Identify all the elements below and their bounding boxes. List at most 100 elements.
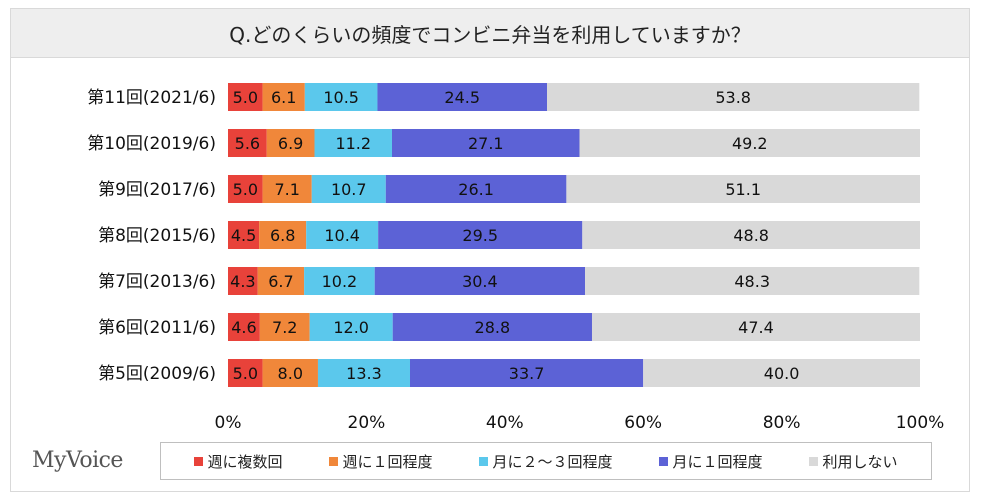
data-label: 33.7	[509, 364, 545, 383]
data-label: 48.8	[733, 226, 769, 245]
bar-segment	[374, 267, 586, 295]
legend-swatch	[479, 456, 489, 466]
data-label: 13.3	[346, 364, 382, 383]
data-label: 10.2	[322, 272, 358, 291]
bar-segment	[228, 175, 263, 203]
legend-entry: 週に１回程度	[329, 451, 433, 472]
bar-segment	[259, 221, 307, 249]
data-label: 48.3	[734, 272, 770, 291]
category-labels: 第11回(2021/6) 第10回(2019/6) 第9回(2017/6) 第8回(2…	[87, 88, 216, 384]
bar-segment	[585, 267, 920, 295]
x-tick-label: 40%	[486, 413, 524, 433]
data-label: 10.4	[324, 226, 360, 245]
data-label: 6.1	[271, 88, 296, 107]
legend-entry: 週に複数回	[194, 451, 283, 472]
bar-segment	[409, 359, 644, 387]
category-label: 第7回(2013/6)	[98, 272, 216, 292]
category-label: 第10回(2019/6)	[87, 134, 216, 154]
legend-swatch	[809, 456, 819, 466]
category-label: 第11回(2021/6)	[87, 88, 216, 108]
legend-entry: 利用しない	[809, 451, 898, 472]
bar-segment	[377, 83, 548, 111]
bar-segment	[228, 359, 263, 387]
data-label: 7.2	[272, 318, 297, 337]
data-label: 11.2	[335, 134, 371, 153]
data-label: 4.6	[231, 318, 256, 337]
data-label: 5.0	[233, 364, 258, 383]
x-axis-ticks: 0% 20% 40% 60% 80% 100%	[215, 413, 945, 433]
chart-title: Q.どのくらいの頻度でコンビニ弁当を利用していますか？	[10, 8, 970, 58]
data-label: 27.1	[468, 134, 504, 153]
data-label: 47.4	[738, 318, 774, 337]
category-label: 第5回(2009/6)	[98, 364, 216, 384]
legend-label: 利用しない	[822, 452, 898, 471]
data-label: 4.3	[230, 272, 255, 291]
bar-segment	[304, 267, 375, 295]
data-label: 24.5	[444, 88, 480, 107]
data-label: 5.0	[233, 180, 258, 199]
data-label: 6.9	[278, 134, 303, 153]
data-label: 53.8	[715, 88, 751, 107]
x-tick-label: 60%	[624, 413, 662, 433]
bar-segment	[262, 175, 312, 203]
legend-label: 週に複数回	[207, 452, 283, 471]
bar-segment	[311, 175, 386, 203]
data-label: 4.5	[231, 226, 256, 245]
data-label: 6.8	[270, 226, 295, 245]
legend-entry: 月に１回程度	[659, 451, 763, 472]
data-label: 49.2	[732, 134, 768, 153]
data-label: 5.0	[233, 88, 258, 107]
x-tick-label: 20%	[348, 413, 386, 433]
data-label: 51.1	[725, 180, 761, 199]
data-label: 12.0	[333, 318, 369, 337]
category-label: 第8回(2015/6)	[98, 226, 216, 246]
data-label: 29.5	[462, 226, 498, 245]
bar-segment	[582, 221, 920, 249]
x-tick-label: 80%	[763, 413, 801, 433]
legend-label: 月に１回程度	[672, 452, 763, 471]
data-label: 8.0	[278, 364, 303, 383]
bar-segment	[228, 267, 258, 295]
legend-label: 週に１回程度	[342, 452, 433, 471]
x-tick-label: 100%	[896, 413, 945, 433]
data-label: 6.7	[268, 272, 293, 291]
legend-swatch	[329, 456, 339, 466]
bar-segment	[228, 83, 263, 111]
bar-segment	[547, 83, 920, 111]
bar-segment	[228, 313, 260, 341]
legend-label: 月に２～３回程度	[492, 452, 613, 471]
legend-swatch	[194, 456, 204, 466]
bar-segment	[566, 175, 920, 203]
bar-segment	[304, 83, 378, 111]
bar-segment	[228, 221, 260, 249]
data-label: 7.1	[274, 180, 299, 199]
myvoice-logo: MyVoice	[32, 448, 123, 473]
bar-segment	[579, 129, 920, 157]
category-label: 第6回(2011/6)	[98, 318, 216, 338]
category-label: 第9回(2017/6)	[98, 180, 216, 200]
bars-layer	[228, 83, 920, 387]
bar-segment	[266, 129, 315, 157]
data-label: 5.6	[235, 134, 260, 153]
bar-segment	[306, 221, 379, 249]
bar-segment	[257, 267, 305, 295]
bar-segment	[392, 129, 580, 157]
bar-segment	[314, 129, 393, 157]
bar-segment	[259, 313, 310, 341]
bar-segment	[262, 359, 318, 387]
legend-swatch	[659, 456, 669, 466]
x-tick-label: 0%	[215, 413, 242, 433]
bar-segment	[228, 129, 267, 157]
labels-layer: 5.0 6.1 10.5 24.5 53.8 5.6 6.9 11.2 27.1 49.2 5.0 7…	[230, 88, 799, 383]
bar-segment	[309, 313, 393, 341]
bar-segment	[317, 359, 410, 387]
bar-segment	[262, 83, 305, 111]
data-label: 10.5	[323, 88, 359, 107]
bar-segment	[392, 313, 592, 341]
legend: 週に複数回 週に１回程度 月に２～３回程度 月に１回程度 利用しない	[160, 442, 932, 480]
data-label: 40.0	[764, 364, 800, 383]
data-label: 28.8	[475, 318, 511, 337]
data-label: 30.4	[462, 272, 498, 291]
data-label: 10.7	[331, 180, 367, 199]
bar-segment	[378, 221, 583, 249]
